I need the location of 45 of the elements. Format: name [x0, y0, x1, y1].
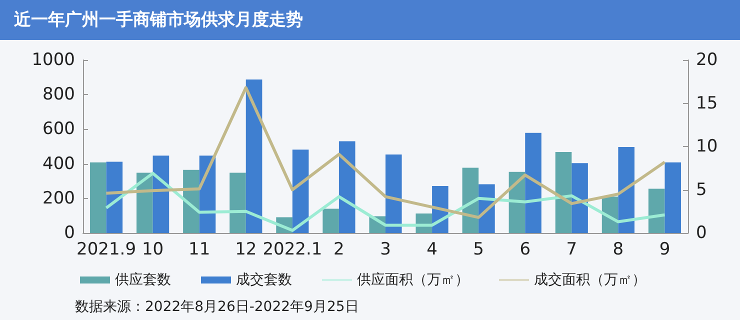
bar — [664, 162, 682, 233]
line-series — [104, 172, 666, 232]
legend-label: 供应套数 — [115, 272, 171, 288]
legend-label: 成交面积（万㎡） — [534, 272, 646, 288]
bar — [618, 147, 634, 233]
y2-tick-label: 15 — [696, 93, 718, 114]
x-tick-label: 3 — [380, 240, 391, 260]
bar — [338, 141, 356, 233]
y-tick-label: 1000 — [32, 50, 75, 70]
bar — [246, 80, 262, 233]
bar — [230, 172, 246, 233]
x-tick-label: 2021.9 — [76, 240, 136, 260]
y2-tick-label: 10 — [696, 136, 718, 156]
x-tick-label: 2 — [334, 240, 344, 260]
bar — [525, 132, 542, 233]
y2-tick-label: 0 — [696, 223, 707, 243]
y-tick-label: 600 — [42, 119, 75, 140]
x-tick-label: 7 — [566, 240, 578, 260]
bar — [322, 208, 339, 233]
x-tick-label: 8 — [612, 240, 624, 260]
y2-tick-label: 5 — [696, 180, 707, 200]
bar — [648, 188, 665, 233]
y-tick-label: 0 — [64, 223, 75, 243]
bar — [90, 162, 106, 233]
line-series — [104, 86, 666, 219]
bar — [572, 163, 588, 233]
x-tick-label: 11 — [188, 240, 210, 260]
y2-tick-label: 20 — [696, 50, 718, 70]
legend-label: 供应面积（万㎡） — [357, 272, 469, 288]
legend-label: 成交套数 — [236, 272, 292, 288]
y-tick-label: 400 — [42, 154, 75, 174]
x-tick-label: 4 — [426, 240, 438, 260]
x-tick-label: 10 — [142, 240, 164, 260]
bar — [555, 152, 572, 233]
source-note: 数据来源：2022年8月26日-2022年9月25日 — [75, 299, 359, 315]
x-tick-label: 6 — [520, 240, 531, 260]
x-tick-label: 5 — [473, 240, 484, 260]
x-tick-label: 12 — [235, 240, 257, 260]
bar — [386, 154, 402, 233]
y-tick-label: 200 — [42, 188, 75, 208]
chart-title: 近一年广州一手商铺市场供求月度走势 — [0, 0, 740, 40]
x-tick-label: 9 — [659, 240, 670, 260]
bar — [292, 150, 309, 233]
x-tick-label: 2022.1 — [262, 240, 322, 260]
y-tick-label: 800 — [42, 84, 75, 105]
